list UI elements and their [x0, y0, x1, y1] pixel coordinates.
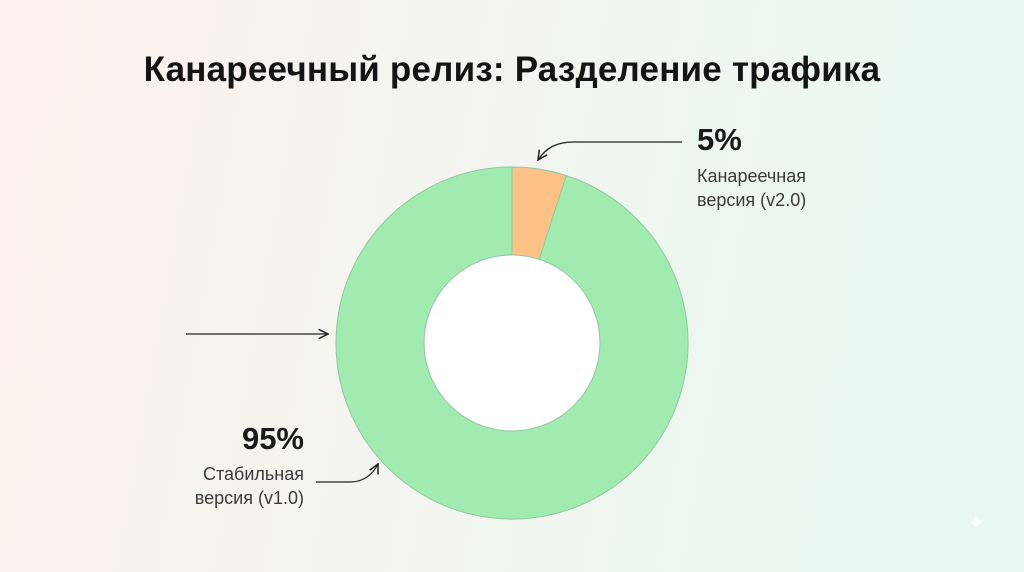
stable-label-line-1: Стабильная	[203, 464, 304, 484]
stable-slice	[335, 166, 689, 520]
canary-percent-label: 5%	[697, 122, 742, 157]
donut-hole	[423, 254, 601, 432]
stable-arrow	[316, 464, 378, 483]
sparkle-icon	[968, 514, 984, 530]
stable-percent-label: 95%	[241, 421, 304, 456]
stable-label-line-2: версия (v1.0)	[194, 488, 304, 508]
canary-label-line-1: Канареечная	[697, 166, 806, 186]
canary-slice-label: Канареечная версия (v2.0)	[697, 164, 806, 212]
stable-slice-label: Стабильная версия (v1.0)	[140, 462, 304, 510]
chart-title: Канареечный релиз: Разделение трафика	[143, 50, 881, 89]
canary-label-line-2: версия (v2.0)	[697, 190, 807, 210]
canary-arrow	[538, 141, 682, 160]
